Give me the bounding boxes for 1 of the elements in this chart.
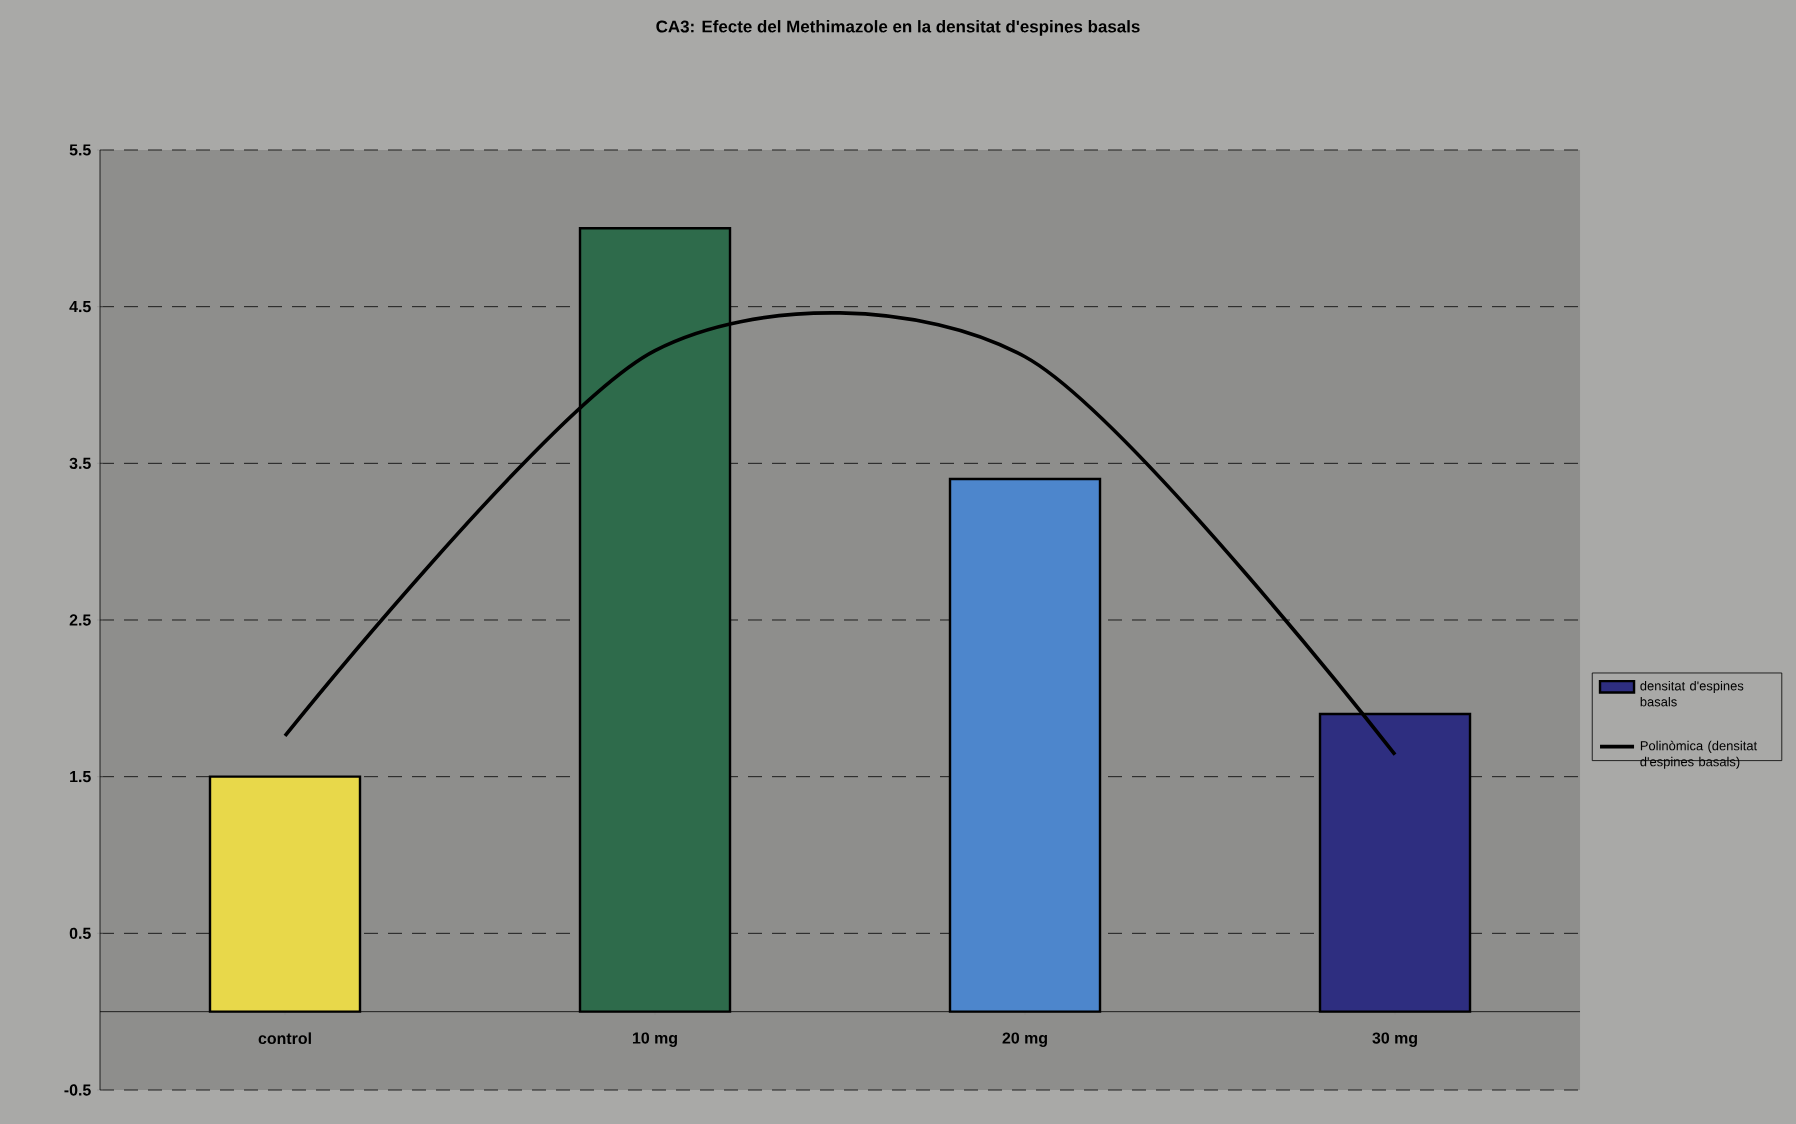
chart-title: CA3: Efecte del Methimazole en la densitat d'espines basals — [656, 20, 1140, 36]
